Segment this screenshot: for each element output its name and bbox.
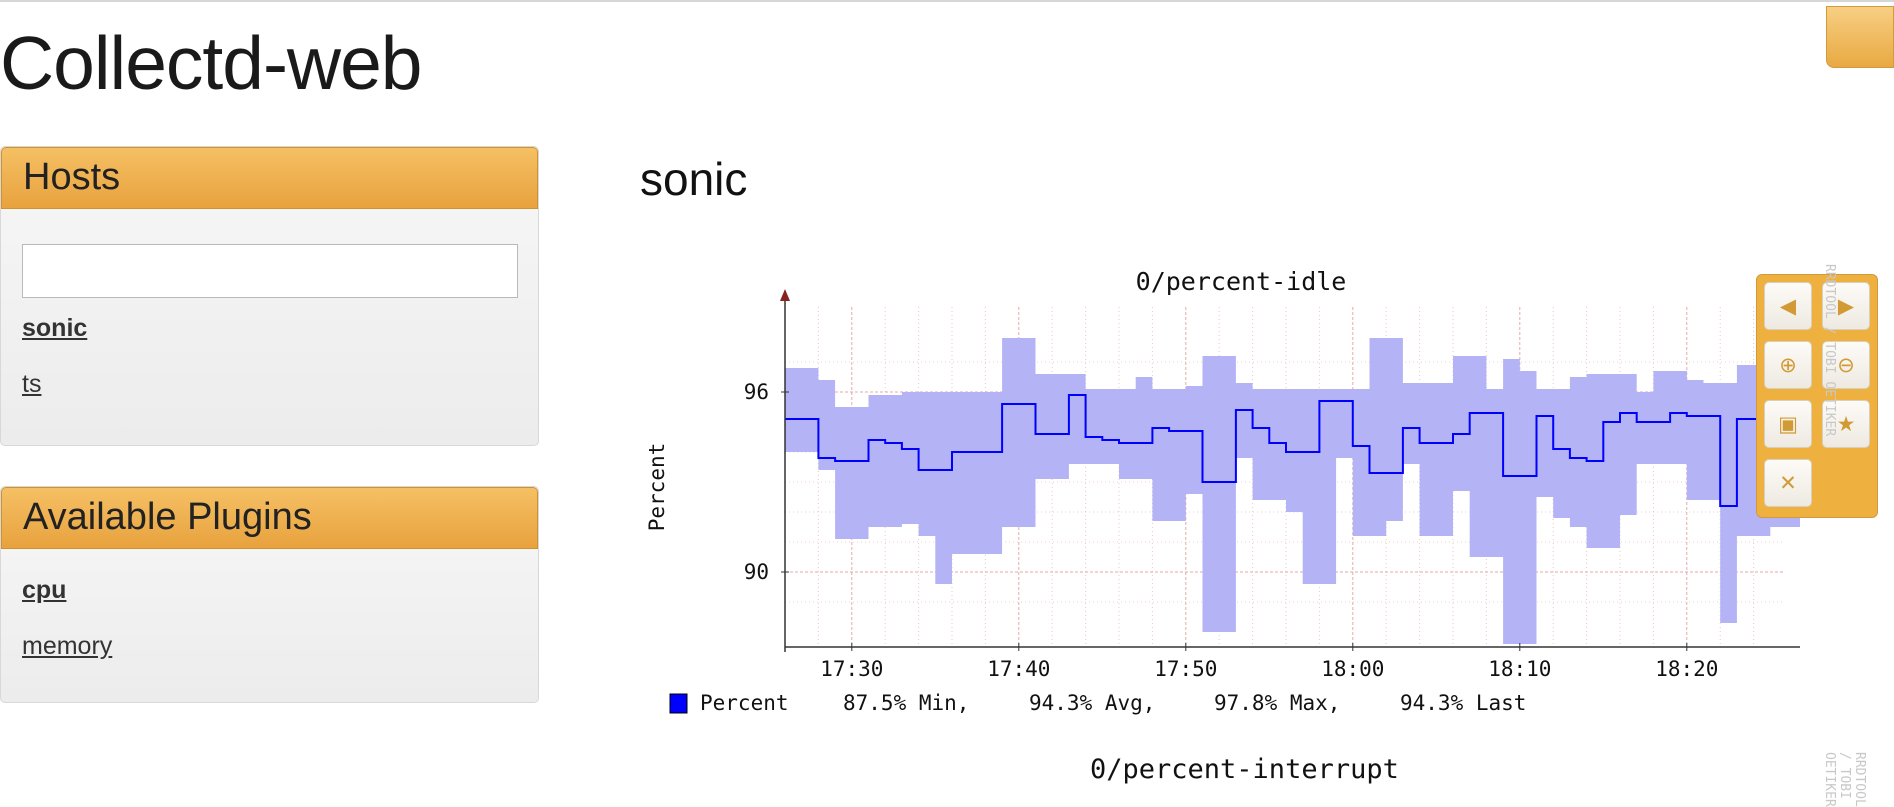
pan-right-icon[interactable]: ▶ — [1822, 282, 1870, 330]
y-axis-arrow — [780, 289, 790, 301]
y-tick-label: 90 — [744, 560, 769, 584]
graph-ticks: 17:30 17:40 17:50 18:00 18:10 18:20 90 96 — [744, 380, 1719, 681]
host-heading: sonic — [640, 153, 748, 205]
hosts-panel: Hosts sonic ts — [0, 146, 539, 446]
graph-title: 0/percent-idle — [1136, 267, 1347, 296]
x-tick-label: 17:40 — [987, 657, 1050, 681]
app-title: Collectd-web — [0, 21, 423, 105]
legend-swatch — [669, 693, 688, 714]
legend-avg: 94.3% Avg, — [1029, 691, 1155, 715]
legend-last: 94.3% Last — [1400, 691, 1526, 715]
series-band-min-max — [785, 338, 1800, 644]
rrdtool-watermark: RRDTOOL / TOBI OETIKER — [1822, 264, 1837, 437]
close-icon[interactable]: ✕ — [1764, 459, 1812, 507]
graph-y-label: Percent — [645, 443, 669, 532]
plugin-link-cpu[interactable]: cpu — [22, 576, 67, 604]
plugin-link-memory[interactable]: memory — [22, 632, 113, 660]
x-tick-label: 17:30 — [820, 657, 883, 681]
legend-max: 97.8% Max, — [1214, 691, 1340, 715]
legend-min: 87.5% Min, — [843, 691, 969, 715]
graph-legend: Percent 87.5% Min, 94.3% Avg, 97.8% Max,… — [669, 691, 1526, 715]
host-search-input[interactable] — [22, 244, 518, 298]
series-line-percent — [785, 394, 1800, 507]
save-icon[interactable]: ▣ — [1764, 400, 1812, 448]
graph-axes — [780, 289, 1800, 652]
star-icon[interactable]: ★ — [1822, 400, 1870, 448]
pan-left-icon[interactable]: ◀ — [1764, 282, 1812, 330]
legend-series-name: Percent — [700, 691, 789, 715]
graph-percent-idle[interactable]: 0/percent-idle Percent 17:30 17:40 17:50 18… — [640, 247, 1800, 727]
hosts-panel-header: Hosts — [1, 147, 538, 209]
graph-controls-panel: ◀ ▶ ⊕ ⊖ ▣ ★ ✕ — [1756, 274, 1878, 518]
x-tick-label: 17:50 — [1154, 657, 1217, 681]
top-corner-tab[interactable] — [1826, 6, 1894, 68]
plugins-panel-header: Available Plugins — [1, 487, 538, 549]
graph-band — [785, 338, 1800, 644]
graph-title-percent-interrupt: 0/percent-interrupt — [1090, 754, 1399, 785]
host-link-sonic[interactable]: sonic — [22, 314, 88, 342]
zoom-in-icon[interactable]: ⊕ — [1764, 341, 1812, 389]
x-tick-label: 18:20 — [1655, 657, 1718, 681]
host-link-ts[interactable]: ts — [22, 370, 42, 398]
x-tick-label: 18:10 — [1488, 657, 1551, 681]
zoom-out-icon[interactable]: ⊖ — [1822, 341, 1870, 389]
plugins-panel: Available Plugins cpu memory — [0, 486, 539, 703]
x-tick-label: 18:00 — [1321, 657, 1384, 681]
rrdtool-watermark-2: RRDTOOL / TOBI OETIKER — [1822, 752, 1867, 807]
y-tick-label: 96 — [744, 380, 769, 404]
graph-line — [785, 394, 1800, 507]
